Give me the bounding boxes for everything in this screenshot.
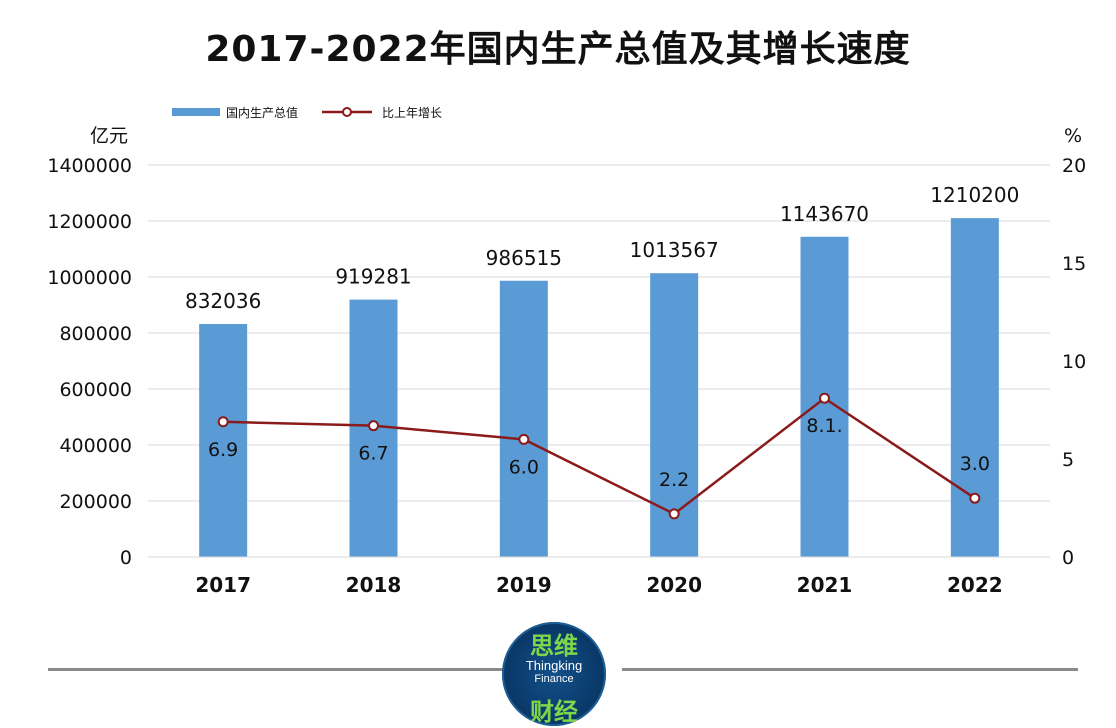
bar-data-label: 1013567 [630,238,719,262]
y-left-tick-label: 200000 [59,491,132,513]
y-right-tick-label: 0 [1062,547,1074,569]
legend-label-bar: 国内生产总值 [226,105,298,120]
bar-data-label: 919281 [335,265,411,289]
line-data-label: 6.7 [358,443,388,465]
x-tick-label: 2020 [646,573,702,597]
x-tick-label: 2022 [947,573,1003,597]
legend: 国内生产总值 比上年增长 [172,105,442,120]
legend-swatch-bar [172,108,220,116]
y-left-tick-label: 1400000 [47,155,132,177]
x-tick-label: 2019 [496,573,552,597]
y-left-unit: 亿元 [90,125,128,147]
line-point [668,508,680,520]
line-point [969,492,981,504]
y-right-tick-label: 10 [1062,351,1086,373]
bar [199,324,248,557]
y-left-tick-label: 400000 [59,435,132,457]
bar [950,218,999,558]
y-left-tick-label: 800000 [59,323,132,345]
legend-label-line: 比上年增长 [382,106,442,120]
line-data-label: 3.0 [960,453,990,475]
footer-divider-left [48,668,513,671]
bar-data-label: 986515 [486,246,562,270]
line-point [819,392,830,404]
y-right-tick-label: 20 [1062,155,1086,177]
line-data-label: 6.0 [509,456,539,478]
line-point [217,416,229,428]
combo-chart: 832036 919281 986515 1013567 1143670 1210200 6… [47,105,1086,597]
line-data-label: 6.9 [208,439,238,461]
axes: 0 200000 400000 600000 800000 1000000 1200000 1… [47,125,1086,597]
y-left-tick-label: 1200000 [47,211,132,233]
line-point [518,433,530,445]
line-data-label: 8.1. [806,415,842,437]
bar-data-label: 1210200 [930,183,1019,207]
gridlines [148,164,1050,558]
y-left-tick-label: 600000 [59,379,132,401]
logo-text-en-line2: Finance [534,673,574,685]
y-left-tick-label: 1000000 [47,267,132,289]
logo-text-en-line1: Thingking [525,658,583,673]
logo-badge: 思维 Thingking Finance 财经 [502,622,606,726]
bar-data-label: 832036 [185,289,261,313]
x-tick-label: 2018 [346,573,402,597]
bar-data-label: 1143670 [780,202,869,226]
y-right-tick-label: 5 [1062,449,1074,471]
line-data-label: 2.2 [659,469,689,491]
bar-series [199,218,999,558]
line-point [368,420,379,432]
line-series [217,392,981,520]
x-tick-label: 2021 [797,573,853,597]
data-labels: 832036 919281 986515 1013567 1143670 1210200 6… [185,183,1019,491]
bar [499,280,548,557]
x-tick-label: 2017 [195,573,251,597]
logo-text-cn-bottom: 财经 [530,697,578,726]
growth-line [223,396,976,516]
logo-text-cn-top: 思维 [530,631,578,660]
legend-swatch-marker [342,107,352,117]
footer-divider-right [622,668,1078,671]
chart-title: 2017-2022年国内生产总值及其增长速度 [205,29,911,70]
y-left-tick-label: 0 [120,547,132,569]
y-right-unit: % [1064,125,1082,147]
y-right-tick-label: 15 [1062,253,1086,275]
